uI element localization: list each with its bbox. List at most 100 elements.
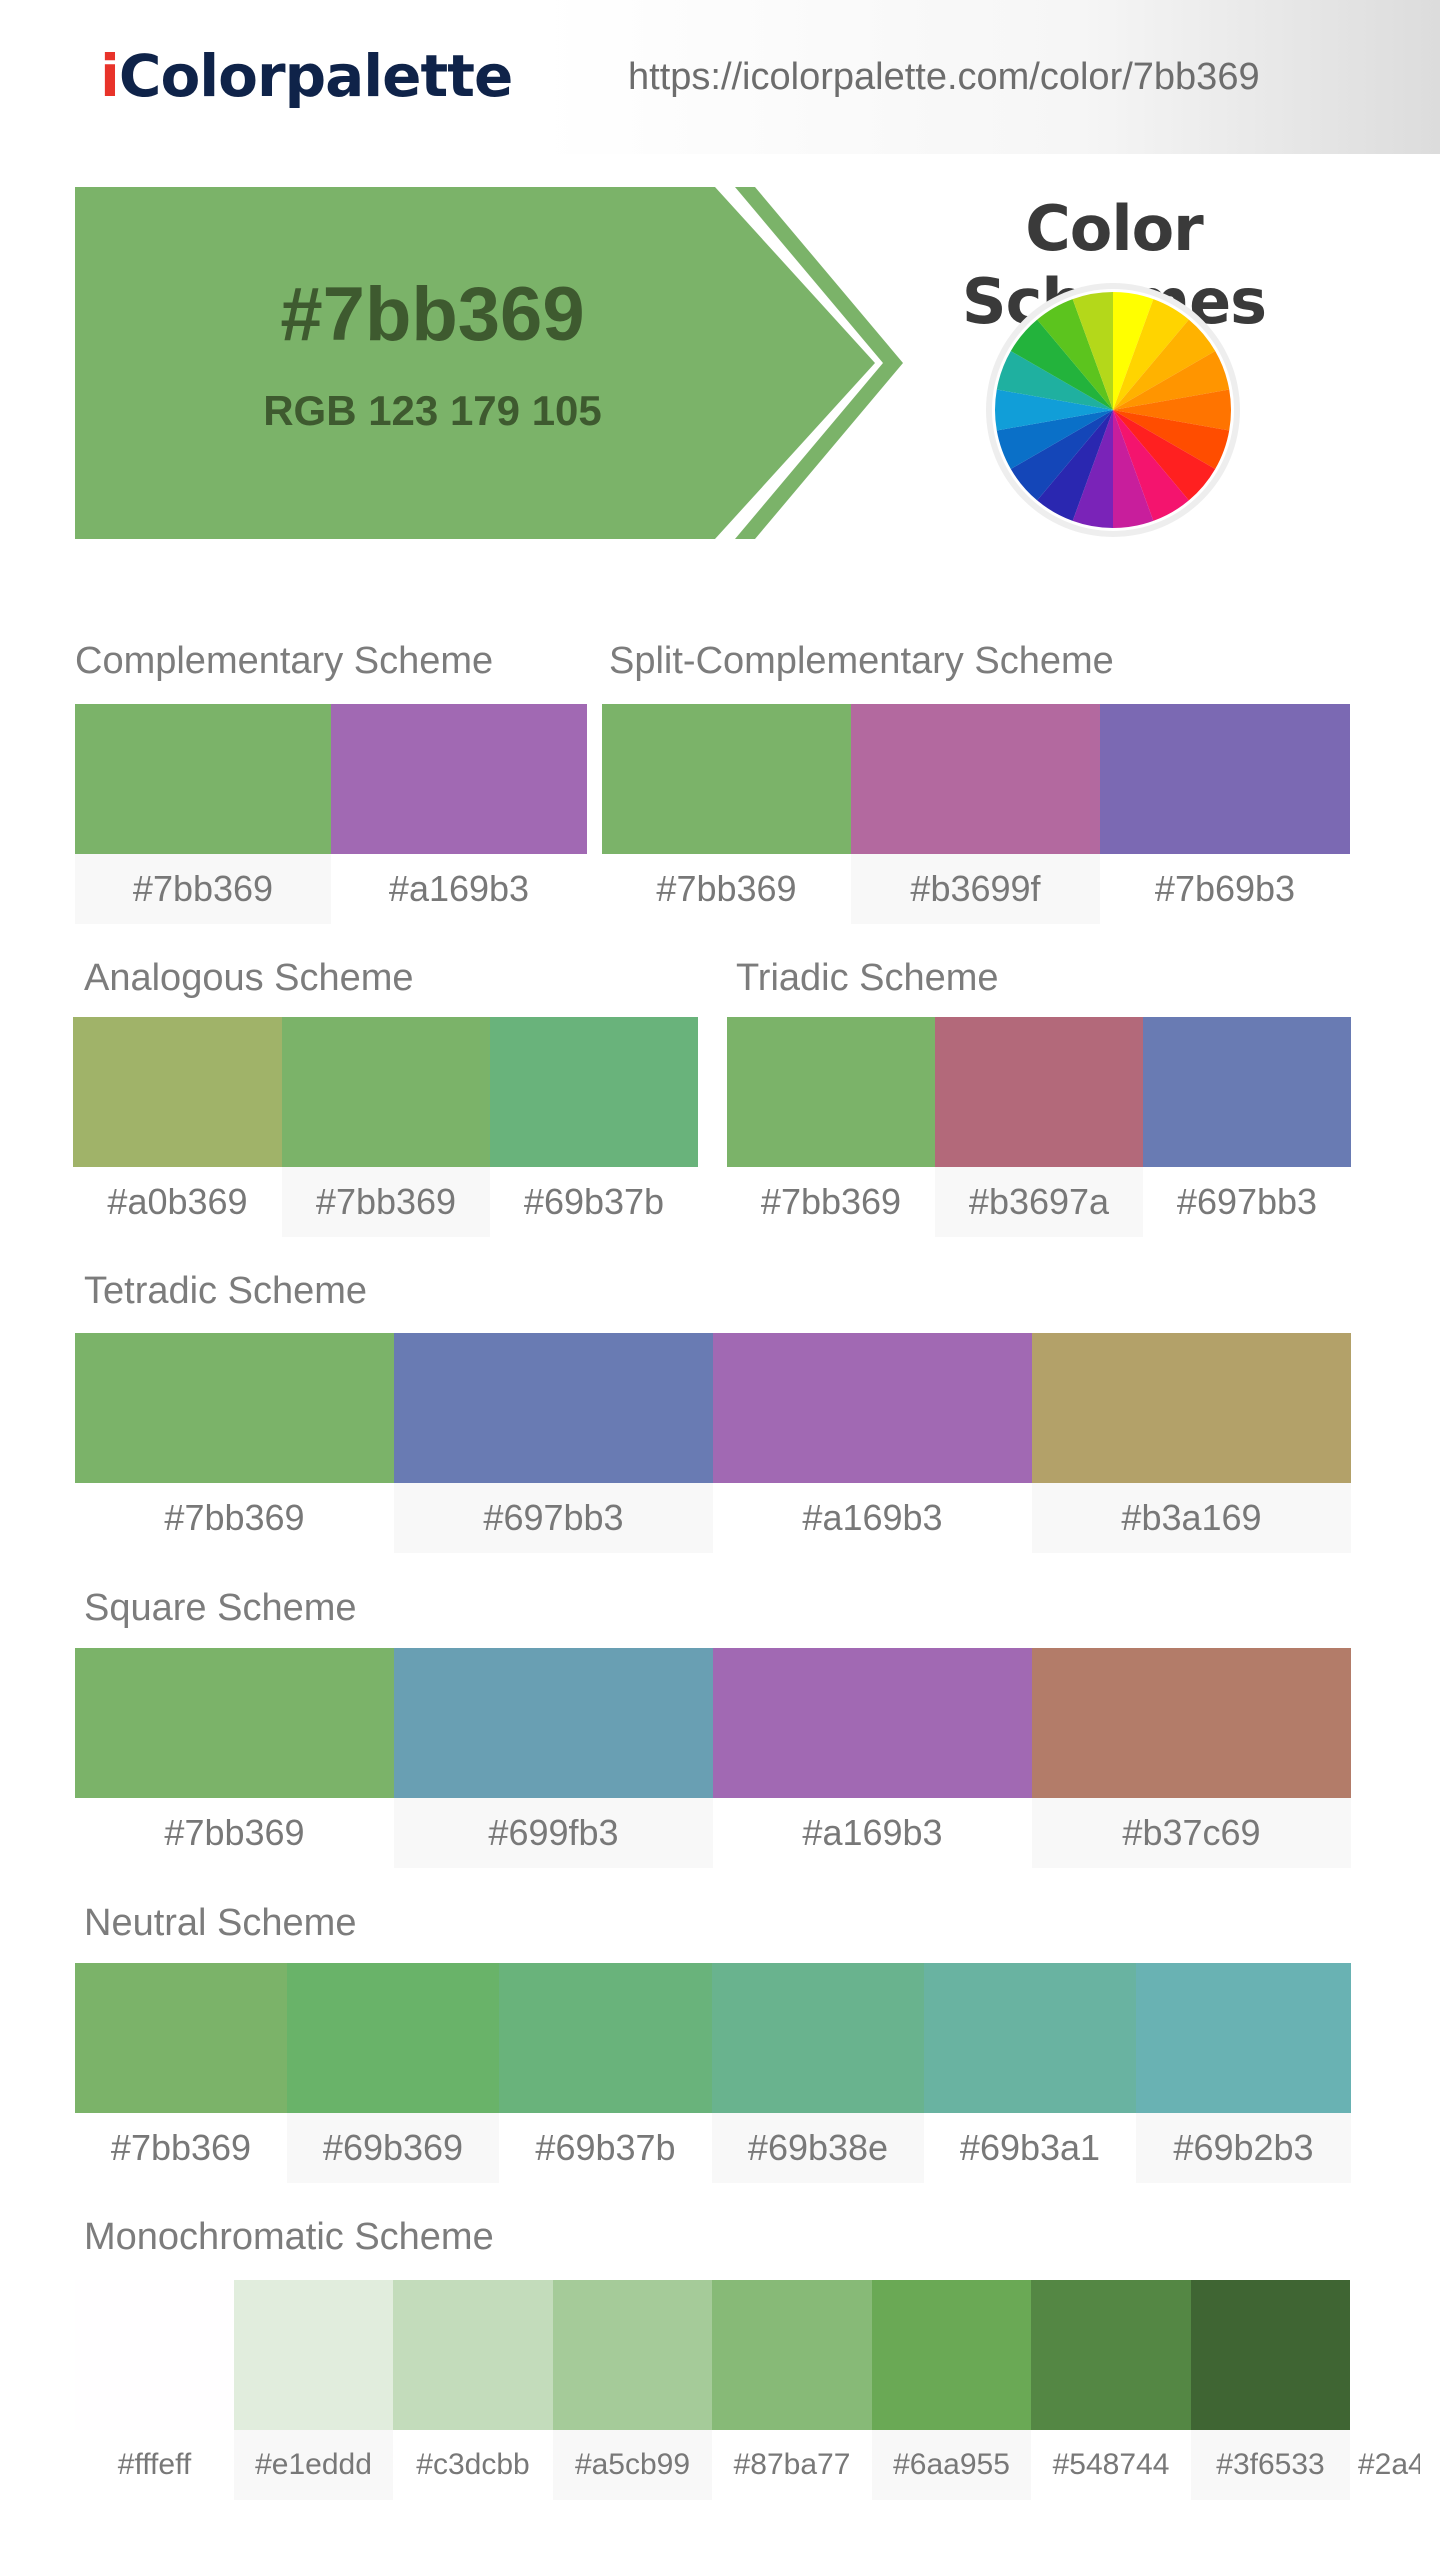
color-swatch[interactable] [712,2280,872,2430]
triadic-scheme-row: #7bb369 #b3697a #697bb3 [727,1017,1351,1237]
swatch-cell[interactable]: #c3dcbb [393,2280,553,2500]
swatch-cell[interactable]: #e1eddd [234,2280,393,2500]
color-swatch[interactable] [727,1017,935,1167]
color-schemes-title: Color Schemes [962,192,1267,338]
swatch-cell[interactable]: #697bb3 [394,1333,713,1553]
color-swatch[interactable] [872,2280,1031,2430]
swatch-cell[interactable]: #a169b3 [713,1648,1032,1868]
split-complementary-scheme-title: Split-Complementary Scheme [609,640,1114,682]
color-swatch[interactable] [234,2280,393,2430]
swatch-label: #b3699f [851,854,1100,924]
swatch-cell[interactable]: #a5cb99 [553,2280,712,2500]
swatch-cell[interactable]: #6aa955 [872,2280,1031,2500]
swatch-cell[interactable]: #a0b369 [73,1017,282,1237]
swatch-cell[interactable]: #b37c69 [1032,1648,1351,1868]
color-swatch[interactable] [713,1333,1032,1483]
swatch-cell[interactable]: #7bb369 [602,704,851,924]
swatch-cell[interactable]: #69b3a1 [924,1963,1136,2183]
color-swatch[interactable] [75,1963,287,2113]
swatch-label: #6aa955 [872,2430,1031,2500]
swatch-cell[interactable]: #69b369 [287,1963,499,2183]
color-swatch[interactable] [75,1648,394,1798]
swatch-cell[interactable]: #fffeff [75,2280,234,2500]
swatch-cell[interactable]: #7bb369 [75,1963,287,2183]
swatch-cell[interactable]: #3f6533 [1191,2280,1350,2500]
swatch-label: #69b37b [535,2127,676,2168]
color-swatch[interactable] [924,1963,1136,2113]
swatch-cell[interactable]: #7bb369 [75,1333,394,1553]
swatch-cell[interactable]: #697bb3 [1143,1017,1351,1237]
swatch-cell[interactable]: #69b2b3 [1136,1963,1351,2183]
color-swatch[interactable] [490,1017,698,1167]
color-swatch[interactable] [73,1017,282,1167]
swatch-cell[interactable]: #87ba77 [712,2280,872,2500]
swatch-cell[interactable]: #a169b3 [331,704,587,924]
swatch-cell[interactable]: #7bb369 [75,1648,394,1868]
hero-hex-code: #7bb369 [280,272,585,357]
swatch-cell[interactable]: #69b37b [490,1017,698,1237]
color-swatch[interactable] [712,1963,924,2113]
swatch-cell[interactable]: #b3699f [851,704,1100,924]
color-swatch[interactable] [1143,1017,1351,1167]
color-swatch[interactable] [1032,1333,1351,1483]
color-swatch[interactable] [935,1017,1143,1167]
swatch-cell[interactable]: #548744 [1031,2280,1191,2500]
swatch-cell[interactable]: #a169b3 [713,1333,1032,1553]
wheel-slice [996,410,1113,469]
color-swatch[interactable] [1136,1963,1351,2113]
swatch-label: #7bb369 [164,1497,305,1538]
wheel-slice [1113,292,1154,410]
color-swatch[interactable] [75,1333,394,1483]
wheel-slice [996,351,1113,410]
wheel-slice [1113,299,1189,410]
color-swatch[interactable] [1032,1648,1351,1798]
color-swatch[interactable] [499,1963,712,2113]
swatch-cell[interactable]: #69b38e [712,1963,924,2183]
wheel-slice [1010,410,1113,501]
color-swatch[interactable] [1031,2280,1191,2430]
color-swatch[interactable] [331,704,587,854]
swatch-cell[interactable]: #699fb3 [394,1648,713,1868]
complementary-scheme-row: #7bb369 #a169b3 [75,704,587,924]
color-swatch[interactable] [851,704,1100,854]
logo-i: i [100,42,120,110]
swatch-cell-partial[interactable]: #2a4 [1350,2280,1420,2500]
color-swatch[interactable] [394,1333,713,1483]
color-swatch[interactable] [1191,2280,1350,2430]
swatch-label: #3f6533 [1191,2430,1350,2500]
color-swatch[interactable] [553,2280,712,2430]
wheel-slice [1072,292,1113,410]
color-swatch[interactable] [287,1963,499,2113]
swatch-label: #b37c69 [1032,1798,1351,1868]
color-swatch[interactable] [393,2280,553,2430]
site-logo[interactable]: iColorpalette [100,42,513,110]
swatch-cell[interactable]: #69b37b [499,1963,712,2183]
color-swatch[interactable] [394,1648,713,1798]
triadic-scheme-title: Triadic Scheme [736,957,999,999]
swatch-label: #a169b3 [802,1497,943,1538]
logo-text: Colorpalette [118,42,513,110]
swatch-cell[interactable]: #b3697a [935,1017,1143,1237]
color-swatch[interactable] [75,704,331,854]
tetradic-scheme-row: #7bb369 #697bb3 #a169b3 #b3a169 [75,1333,1351,1553]
swatch-cell[interactable]: #7bb369 [727,1017,935,1237]
color-swatch[interactable] [75,2280,234,2430]
swatch-cell[interactable]: #7b69b3 [1100,704,1350,924]
page-url: https://icolorpalette.com/color/7bb369 [628,56,1260,98]
swatch-label: #7bb369 [110,2127,252,2168]
neutral-scheme-row: #7bb369 #69b369 #69b37b #69b38e #69b3a1 … [75,1963,1351,2183]
wheel-slice [1113,410,1189,521]
color-swatch[interactable] [713,1648,1032,1798]
swatch-cell[interactable]: #7bb369 [75,704,331,924]
swatch-label: #b3697a [935,1167,1143,1237]
square-scheme-title: Square Scheme [84,1587,357,1629]
color-swatch[interactable] [602,704,851,854]
swatch-label: #2a4 [1358,2448,1420,2481]
color-swatch[interactable] [1350,2280,1420,2430]
wheel-slice [1037,299,1113,410]
swatch-cell[interactable]: #b3a169 [1032,1333,1351,1553]
color-swatch[interactable] [282,1017,490,1167]
analogous-scheme-row: #a0b369 #7bb369 #69b37b [73,1017,698,1237]
swatch-cell[interactable]: #7bb369 [282,1017,490,1237]
color-swatch[interactable] [1100,704,1350,854]
